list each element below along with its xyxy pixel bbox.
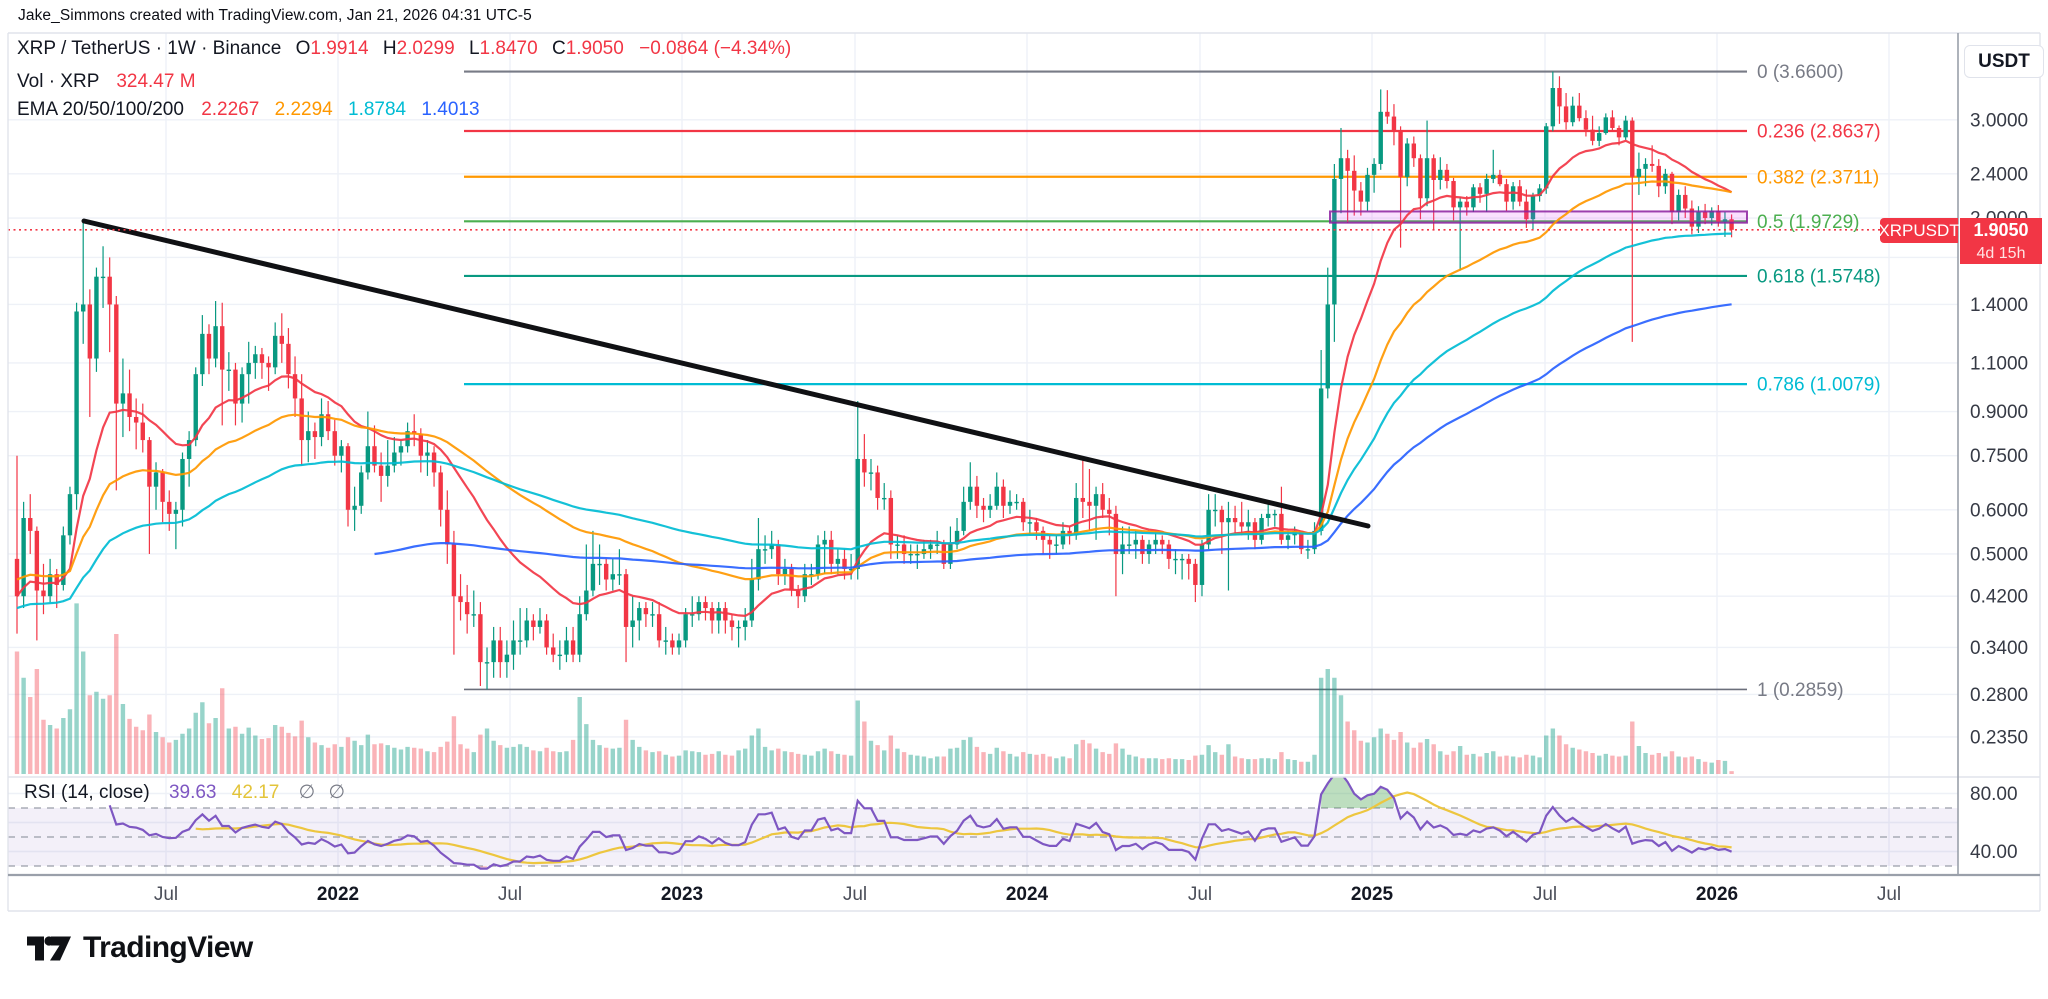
ema50-value: 2.2294 [274,99,333,120]
main-legend: XRP / TetherUS · 1W · Binance O1.9914 H2… [17,36,791,123]
rsi-hidden-ma1-icon: ∅ [298,782,316,803]
tradingview-logo-icon [27,935,71,960]
fib-labels: 0 (3.6600) 0.236 (2.8637) 0.382 (2.3711) 0.… [1757,62,1881,701]
price-tick-label: 1.4000 [1970,295,2028,316]
time-tick-label: Jul [154,884,178,905]
bar-countdown: 4d 15h [1960,243,2042,264]
ema20-value: 2.2267 [201,99,260,120]
price-tick-label: 3.0000 [1970,110,2028,131]
price-tick-label: 2.4000 [1970,164,2028,185]
open-label: O [295,38,311,59]
ema-20-line [16,139,1733,618]
low-label: L [468,38,480,59]
tradingview-logo[interactable]: TradingView [26,931,253,965]
last-price-badge-value: 1.9050 [1960,218,2042,243]
rsi-tick-label: 80.00 [1970,784,2018,805]
price-tick-label: 0.2800 [1970,685,2028,706]
ema-100-line [16,232,1732,610]
close-value: 1.9050 [565,38,624,59]
close-label: C [551,38,566,59]
price-tick-label: 0.6000 [1970,500,2028,521]
frame-layer [7,32,2041,912]
price-tick-label: 1.1000 [1970,353,2028,374]
time-tick-label: Jul [1188,884,1212,905]
attribution-text: Jake_Simmons created with TradingView.co… [18,7,532,24]
ema-label: EMA 20/50/100/200 [17,99,184,120]
rsi-tick-label: 40.00 [1970,842,2018,863]
rsi-ma-line [195,791,1732,865]
fib-label-0.786: 0.786 (1.0079) [1757,375,1881,396]
ema-layer [16,139,1733,618]
rsi-ma-value: 42.17 [231,782,280,803]
high-value: 2.0299 [396,38,455,59]
rsi-lines [108,777,1733,870]
ema-legend-row[interactable]: EMA 20/50/100/200 2.2267 2.2294 1.8784 1… [17,97,791,123]
symbol-title[interactable]: XRP / TetherUS · 1W · Binance [17,38,282,59]
support-zone-rect [1329,210,1748,224]
change-value: −0.0864 (−4.34%) [639,38,792,59]
time-tick-label: 2026 [1696,884,1738,905]
fib-label-0.5: 0.5 (1.9729) [1757,212,1859,233]
fib-label-0.382: 0.382 (2.3711) [1757,167,1879,188]
currency-toggle-button[interactable]: USDT [1964,45,2044,78]
time-tick-label: Jul [498,884,522,905]
rsi-line [108,777,1733,870]
time-tick-label: 2023 [661,884,703,905]
price-tick-label: 0.7500 [1970,446,2028,467]
fib-label-0.236: 0.236 (2.8637) [1757,122,1881,143]
ema200-value: 1.4013 [421,99,480,120]
open-value: 1.9914 [310,38,369,59]
rsi-pane [8,807,1958,867]
rsi-name: RSI [24,782,56,803]
tradingview-logo-text: TradingView [83,931,253,964]
ema-200-line [374,303,1732,570]
ema-50-line [16,180,1732,581]
price-tick-label: 0.3400 [1970,638,2028,659]
symbol-legend-row[interactable]: XRP / TetherUS · 1W · Binance O1.9914 H2… [17,36,791,62]
rsi-hidden-ma2-icon: ∅ [328,782,346,803]
candles-layer [14,71,1734,690]
time-tick-label: Jul [1533,884,1557,905]
fib-label-0: 0 (3.6600) [1757,62,1844,83]
highlight-zone [1329,210,1748,224]
high-label: H [382,38,397,59]
time-tick-label: 2025 [1351,884,1394,905]
volume-value: 324.47 M [116,71,196,92]
last-price-badge-symbol: XRPUSDT [1878,218,1960,243]
rsi-value: 39.63 [168,782,217,803]
rsi-legend-row[interactable]: RSI (14, close) 39.63 42.17 ∅ ∅ [24,781,345,804]
rsi-params: (14, close) [60,782,150,803]
volume-layer [14,603,1734,774]
volume-label: Vol · XRP [17,71,100,92]
price-tick-label: 0.5000 [1970,544,2028,565]
fib-label-0.618: 0.618 (1.5748) [1757,266,1881,287]
trendline-layer [81,218,1371,529]
price-tick-label: 0.4200 [1970,587,2028,608]
time-axis[interactable]: Jul 2022 Jul 2023 Jul 2024 Jul 2025 Jul 2026 Jul [154,884,1901,905]
price-tick-label: 0.9000 [1970,402,2028,423]
time-tick-label: 2024 [1006,884,1049,905]
time-tick-label: 2022 [317,884,359,905]
descending-trendline [81,218,1371,529]
fib-label-1: 1 (0.2859) [1757,680,1844,701]
price-tick-label: 0.2350 [1970,727,2028,748]
time-tick-label: Jul [843,884,867,905]
grid-layer [8,33,1958,875]
volume-legend-row[interactable]: Vol · XRP 324.47 M [17,69,791,95]
time-tick-label: Jul [1877,884,1901,905]
ema100-value: 1.8784 [348,99,407,120]
low-value: 1.8470 [479,38,538,59]
